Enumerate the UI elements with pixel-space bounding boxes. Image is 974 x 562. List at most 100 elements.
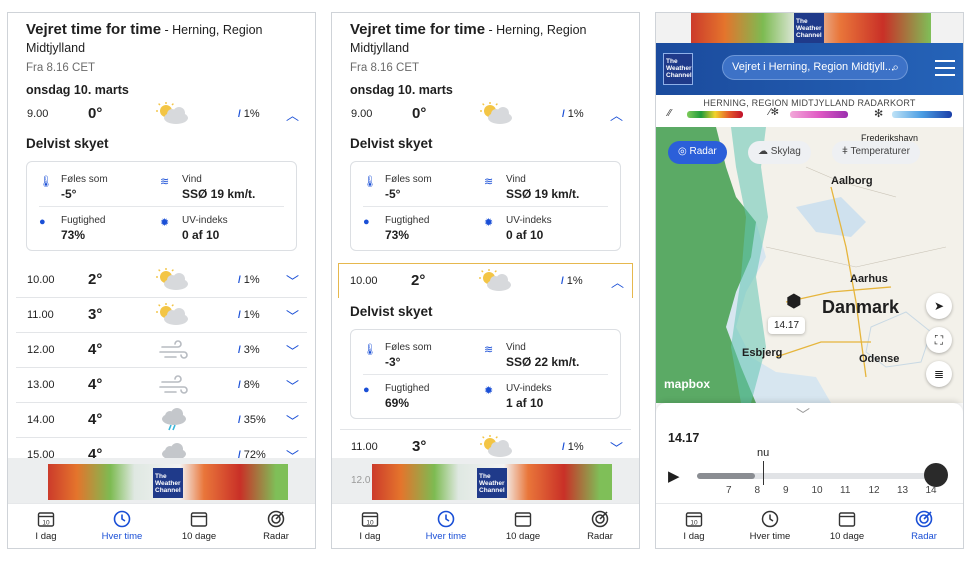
hour-row[interactable]: 12.00 4° /3% ﹀ [16,333,307,368]
weather-channel-logo[interactable]: The Weather Channel [663,53,693,85]
timeline-track[interactable] [697,473,937,479]
tab-label: Radar [911,531,937,542]
tab-label: Hver time [749,531,791,542]
tab-hourly[interactable]: Hver time [84,510,160,542]
hour-row[interactable]: 11.00 3° /1% ﹀ [16,298,307,333]
fullscreen-icon[interactable]: ⛶ [926,327,952,353]
tab-radar[interactable]: Radar [562,510,638,542]
chevron-down-icon[interactable]: ﹀ [285,379,299,394]
timeline-tick-label: 8 [754,485,761,496]
hour-row[interactable]: 14.00 4° /35% ﹀ [16,403,307,438]
search-field[interactable]: Vejret i Herning, Region Midtjyll... ⌕ [722,55,908,80]
uv-value: 0 af 10 [506,228,544,242]
uv-label: UV-indeks [506,215,552,226]
locate-icon[interactable]: ➤ [926,293,952,319]
partly-cloudy-icon [156,102,189,125]
tab-hourly[interactable]: Hver time [732,510,808,542]
layers-icon[interactable]: ≣ [926,361,952,387]
hour-time: 12.00 [27,344,55,356]
tab-10-days[interactable]: 10 dage [485,510,561,542]
wind-value: SSØ 19 km/t. [182,187,256,201]
menu-icon[interactable] [935,60,955,81]
divider [363,374,608,375]
tab-label: I dag [683,531,705,542]
hour-temp: 4° [88,376,103,393]
day-heading: onsdag 10. marts [350,83,453,97]
hour-time: 9.00 [27,108,49,120]
uv-label: UV-indeks [506,383,552,394]
day-heading: onsdag 10. marts [26,83,129,97]
location-label: - Herning, Region Midtjylland [26,23,263,55]
hour-temp: 0° [88,105,103,122]
partly-cloudy-icon [480,435,513,458]
tab-10-days[interactable]: 10 dage [809,510,885,542]
svg-text:10: 10 [366,520,374,527]
drop-icon: ● [363,216,370,228]
tab-today[interactable]: 10 I dag [332,510,408,542]
calendar-10-icon: 10 [685,512,703,527]
ad-banner[interactable]: The Weather Channel [8,458,315,505]
wind-icon: ≋ [484,176,494,188]
details-card: 🌡 Føles som -5° ≋ Vind SSØ 19 km/t. ● Fugtigh… [26,161,297,251]
chevron-up-icon[interactable]: ︿ [610,275,624,290]
temperature-pill[interactable]: ǂ Temperaturer [832,141,920,164]
timeline-tick-label: 7 [726,485,732,496]
hour-time: 14.00 [27,414,55,426]
snow-icon: ✻ [874,108,884,120]
partly-cloudy-icon [479,269,512,292]
tab-label: 10 dage [181,531,217,542]
chevron-down-icon[interactable]: ﹀ [609,441,623,456]
hour-temp: 3° [412,438,427,455]
raindrop-icon: / [238,310,241,321]
chevron-up-icon[interactable]: ︿ [609,108,623,123]
play-icon[interactable]: ▶ [668,468,680,485]
hour-row[interactable]: 13.00 4° /8% ﹀ [16,368,307,403]
clouds-pill[interactable]: ☁ Skylag [748,141,811,164]
chevron-down-icon[interactable]: ﹀ [285,344,299,359]
calendar-icon [838,512,856,527]
tab-10-days[interactable]: 10 dage [161,510,237,542]
feels-value: -5° [61,187,77,201]
chevron-up-icon[interactable]: ︿ [285,108,299,123]
hour-row[interactable]: 10.00 2° /1% ﹀ [16,263,307,298]
wind-icon [159,340,188,359]
ad-banner[interactable]: The Weather Channel 12.0 [332,458,639,505]
city-label: Aarhus [850,273,888,285]
hour-temp: 4° [88,411,103,428]
tab-radar[interactable]: Radar [238,510,314,542]
city-label: Frederikshavn [861,133,919,143]
wind-value: SSØ 19 km/t. [506,187,580,201]
sun-icon: ✹ [160,217,170,229]
tab-today[interactable]: 10 I dag [8,510,84,542]
tab-radar[interactable]: Radar [886,510,962,542]
radar-icon: ◎ [678,146,690,157]
rain-icon: ⁄⁄ [668,108,672,119]
chevron-down-icon[interactable]: ﹀ [285,309,299,324]
legend-title: HERNING, REGION MIDTJYLLAND RADARKORT [703,98,916,108]
chevron-down-icon[interactable]: ﹀ [285,414,299,429]
tab-hourly[interactable]: Hver time [408,510,484,542]
hour-row-expanded[interactable]: 9.00 0° /1% ︿ [16,97,307,132]
humidity-value: 69% [385,396,410,410]
hour-row-expanded[interactable]: 9.00 0° /1% ︿ [340,97,631,132]
partly-cloudy-icon [156,268,189,291]
hour-temp: 2° [411,272,426,289]
timeline-thumb[interactable] [924,463,948,487]
location-label: - Herning, Region Midtjylland [350,23,587,55]
ad-banner[interactable]: The Weather Channel [656,13,963,43]
chevron-down-icon[interactable]: ﹀ [285,274,299,289]
tab-label: I dag [35,531,57,542]
timeline-panel: ﹀ 14.17 nu ▶ 7 8 9 10 11 12 13 14 [656,403,963,505]
hour-row-selected[interactable]: 10.00 2° /1% ︿ [338,263,633,298]
timeline-tick-label: 13 [897,485,909,496]
search-icon[interactable]: ⌕ [892,60,899,74]
precip-value: 1% [243,108,260,120]
drag-handle-icon[interactable]: ﹀ [796,407,810,423]
radar-pill[interactable]: ◎ Radar [668,141,727,164]
partly-cloudy-icon [480,102,513,125]
radar-icon [267,510,285,528]
condition-text: Delvist skyet [350,304,433,319]
tab-today[interactable]: 10 I dag [656,510,732,542]
precip: /3% [238,344,260,356]
radar-map[interactable]: ◎ Radar ☁ Skylag ǂ Temperaturer Frederik… [656,127,963,403]
